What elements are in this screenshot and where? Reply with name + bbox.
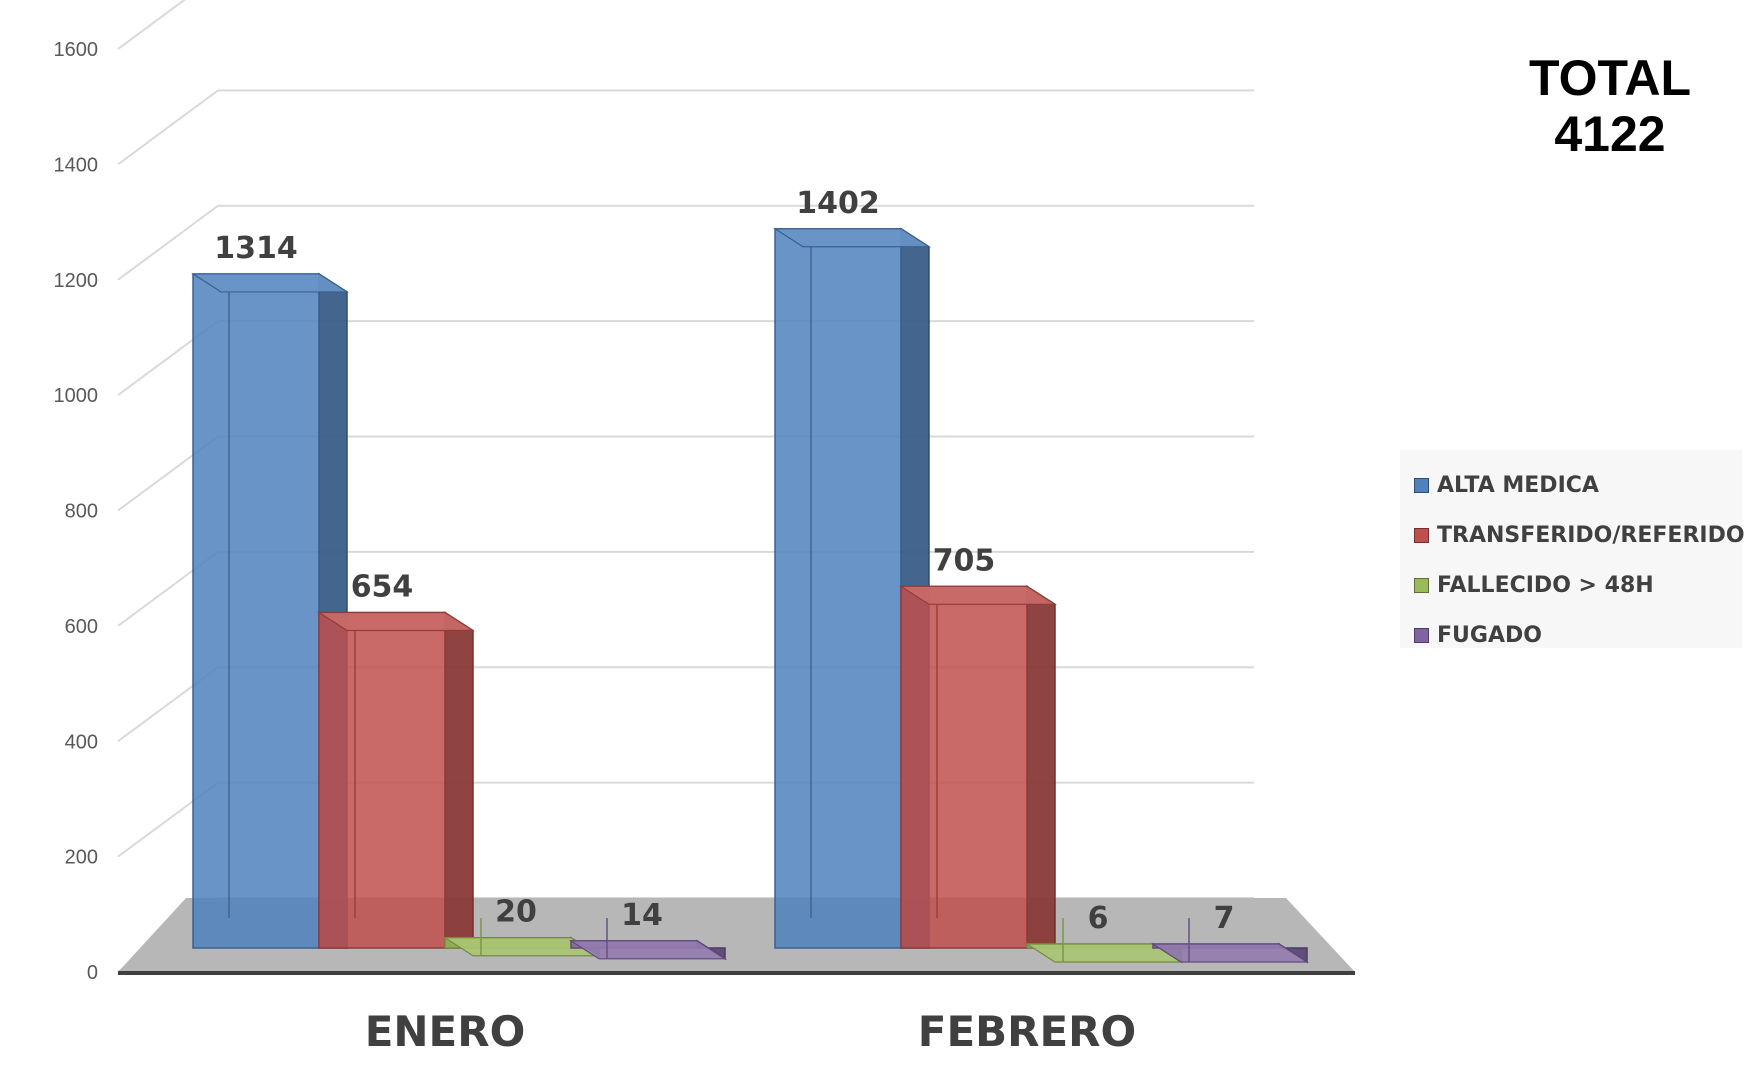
bar-top xyxy=(193,274,347,292)
y-tick-label: 800 xyxy=(65,501,98,523)
gridline-side xyxy=(118,0,218,49)
legend-item-fugado: FUGADO xyxy=(1414,620,1542,650)
y-tick-label: 1000 xyxy=(54,385,99,407)
y-tick-label: 200 xyxy=(65,847,98,869)
y-tick-label: 1400 xyxy=(54,154,99,176)
data-label: 20 xyxy=(495,895,537,930)
category-label: FEBRERO xyxy=(918,1007,1136,1056)
data-label: 1402 xyxy=(796,186,880,221)
y-tick-label: 1200 xyxy=(54,270,99,292)
y-tick-label: 1600 xyxy=(54,39,99,61)
y-tick-label: 400 xyxy=(65,731,98,753)
data-label: 654 xyxy=(351,569,414,604)
bar-top xyxy=(319,612,473,630)
legend-swatch-fallecido xyxy=(1414,578,1429,593)
bar-front xyxy=(319,612,445,948)
legend-label: FALLECIDO > 48H xyxy=(1437,573,1654,598)
bar xyxy=(901,586,1055,948)
legend-item-fallecido: FALLECIDO > 48H xyxy=(1414,570,1654,600)
bar xyxy=(319,612,473,948)
legend-item-alta-medica: ALTA MEDICA xyxy=(1414,470,1599,500)
y-tick-label: 0 xyxy=(87,962,98,984)
bar-front xyxy=(901,586,1027,948)
gridline-side xyxy=(118,206,218,280)
bar-front xyxy=(775,229,901,948)
y-tick-label: 600 xyxy=(65,616,98,638)
bar-top xyxy=(571,941,725,959)
legend-swatch-alta-medica xyxy=(1414,478,1429,493)
category-label: ENERO xyxy=(365,1007,526,1056)
legend-label: TRANSFERIDO/REFERIDO xyxy=(1437,523,1744,548)
data-label: 705 xyxy=(933,543,996,578)
bar-side xyxy=(445,612,473,948)
legend-swatch-transferido-referido xyxy=(1414,528,1429,543)
gridline-side xyxy=(118,90,218,164)
data-label: 7 xyxy=(1214,901,1235,936)
bar-top xyxy=(1153,944,1307,962)
data-label: 6 xyxy=(1088,901,1109,936)
data-label: 1314 xyxy=(214,231,298,266)
bar-top xyxy=(901,586,1055,604)
total-value: 4122 xyxy=(1480,106,1740,162)
total-annotation: TOTAL 4122 xyxy=(1480,50,1740,162)
bar-side xyxy=(1027,586,1055,948)
legend-label: ALTA MEDICA xyxy=(1437,473,1599,498)
category-labels: ENERO FEBRERO xyxy=(365,1007,1137,1056)
bar-top xyxy=(775,229,929,247)
legend-swatch-fugado xyxy=(1414,628,1429,643)
data-label: 14 xyxy=(621,898,663,933)
bar-front xyxy=(193,274,319,948)
legend-item-transferido-referido: TRANSFERIDO/REFERIDO xyxy=(1414,520,1744,550)
total-label: TOTAL xyxy=(1480,50,1740,106)
legend-label: FUGADO xyxy=(1437,623,1542,648)
legend: ALTA MEDICA TRANSFERIDO/REFERIDO FALLECI… xyxy=(1400,450,1742,648)
y-axis-ticks: 0 200 400 600 800 1000 1200 1400 1600 xyxy=(54,39,99,984)
